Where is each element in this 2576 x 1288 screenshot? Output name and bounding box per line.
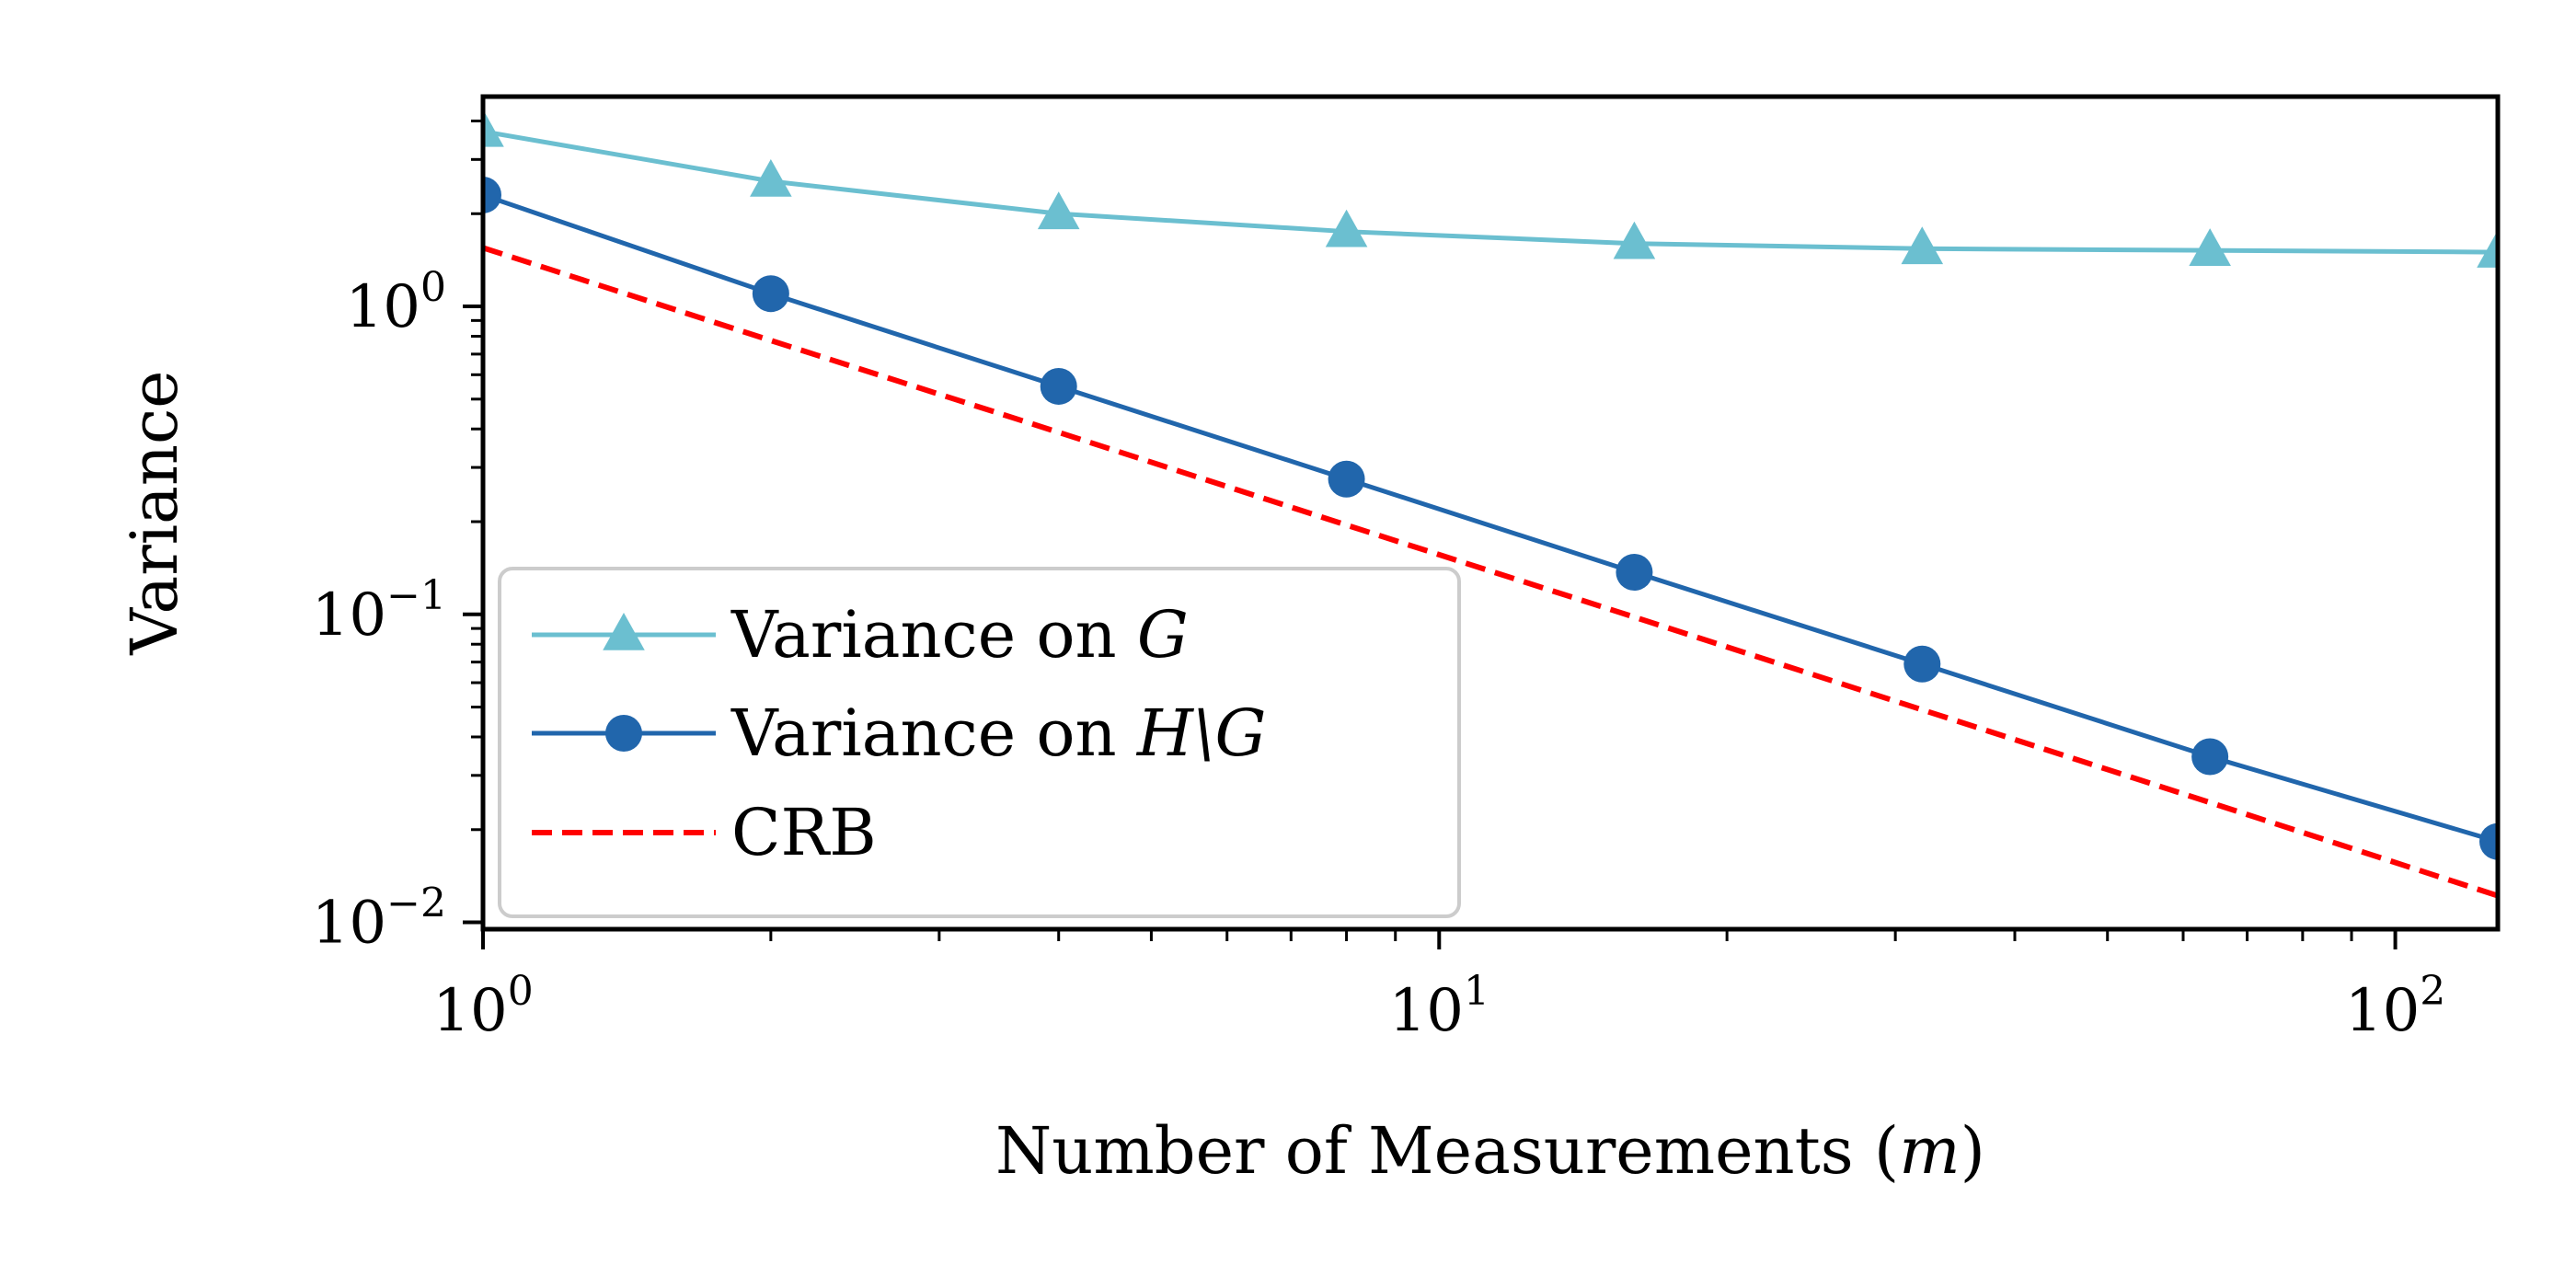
- x-axis: 100 101 102: [432, 929, 2445, 1045]
- data-point: [1901, 226, 1944, 265]
- data-point: [1037, 191, 1080, 230]
- series-1: [483, 176, 2498, 860]
- legend-marker: [605, 715, 642, 752]
- x-axis-title: Number of Measurements (m): [995, 1113, 1985, 1189]
- y-axis: 100 10−1 10−2: [312, 120, 483, 958]
- series-line: [483, 245, 2498, 899]
- data-point: [483, 109, 504, 147]
- data-point: [2477, 230, 2498, 268]
- x-tick-label: 100: [432, 968, 533, 1045]
- data-point: [1613, 221, 1656, 259]
- legend-entry: Variance on G: [532, 597, 1189, 673]
- legend-marker: [603, 613, 645, 650]
- series-line: [483, 129, 2498, 255]
- data-point: [752, 275, 789, 313]
- data-point: [2479, 822, 2498, 860]
- data-point: [1328, 460, 1365, 498]
- legend-entry: Variance on H\G: [532, 696, 1266, 771]
- plot-frame: [480, 94, 2501, 932]
- data-point: [2189, 228, 2231, 266]
- legend-entry: CRB: [532, 795, 877, 870]
- y-tick-label: 100: [346, 264, 446, 341]
- data-point: [1325, 209, 1368, 247]
- x-tick-label: 102: [2345, 968, 2445, 1045]
- y-tick-label: 10−1: [312, 572, 446, 650]
- legend-label: Variance on H\G: [730, 696, 1266, 771]
- legend-label: CRB: [731, 795, 877, 870]
- series-0: [483, 109, 2498, 268]
- legend-label: Variance on G: [730, 597, 1189, 673]
- legend: Variance on G Variance on H\G CRB: [498, 567, 1461, 918]
- data-point: [1616, 554, 1653, 592]
- data-point: [483, 176, 501, 213]
- data-point: [750, 158, 792, 197]
- series-line: [483, 192, 2498, 845]
- series-2: [483, 245, 2498, 899]
- data-point: [2191, 738, 2229, 776]
- y-axis-title: Variance: [117, 370, 192, 655]
- legend-box: [498, 567, 1461, 918]
- series-layer: [483, 109, 2498, 899]
- y-tick-label: 10−2: [312, 880, 446, 958]
- data-point: [1903, 645, 1941, 683]
- x-tick-label: 101: [1389, 968, 1489, 1045]
- data-point: [1040, 367, 1077, 405]
